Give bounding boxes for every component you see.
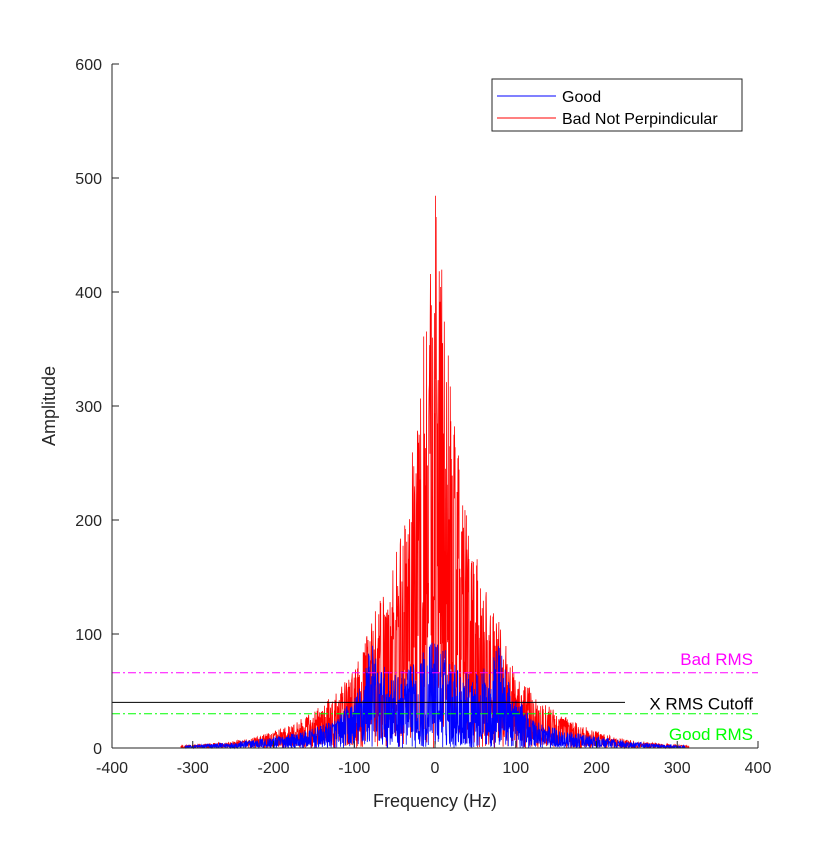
y-ticks: 0 100 200 300 400 500 600 (75, 57, 119, 758)
reference-label-bad-rms: Bad RMS (680, 650, 753, 669)
y-tick-label: 600 (75, 57, 102, 74)
x-tick-label: 0 (431, 760, 440, 777)
x-tick-label: 300 (664, 760, 691, 777)
x-tick-label: -300 (177, 760, 209, 777)
legend: Good Bad Not Perpindicular (491, 78, 743, 132)
reference-line-labels: Bad RMS X RMS Cutoff Good RMS (649, 650, 753, 744)
y-tick-label: 200 (75, 513, 102, 530)
x-tick-label: 400 (745, 760, 772, 777)
series-line-good (184, 642, 686, 750)
x-tick-label: 200 (583, 760, 610, 777)
reference-label-good-rms: Good RMS (669, 725, 753, 744)
x-tick-label: -200 (257, 760, 289, 777)
reference-lines (112, 672, 758, 715)
legend-label-good: Good (562, 89, 601, 106)
x-axis-label: Frequency (Hz) (373, 791, 497, 811)
y-tick-label: 300 (75, 399, 102, 416)
legend-box (491, 78, 743, 132)
reference-label-x-rms-cutoff: X RMS Cutoff (649, 694, 753, 713)
y-tick-label: 100 (75, 627, 102, 644)
y-tick-label: 400 (75, 285, 102, 302)
x-tick-label: -400 (96, 760, 128, 777)
legend-label-bad: Bad Not Perpindicular (562, 111, 718, 128)
x-ticks: -400 -300 -200 -100 0 100 200 300 400 (96, 741, 771, 777)
y-tick-label: 0 (93, 741, 102, 758)
x-tick-label: 100 (502, 760, 529, 777)
series-layer (180, 195, 690, 750)
y-tick-label: 500 (75, 171, 102, 188)
y-axis-label: Amplitude (39, 366, 59, 446)
x-tick-label: -100 (338, 760, 370, 777)
